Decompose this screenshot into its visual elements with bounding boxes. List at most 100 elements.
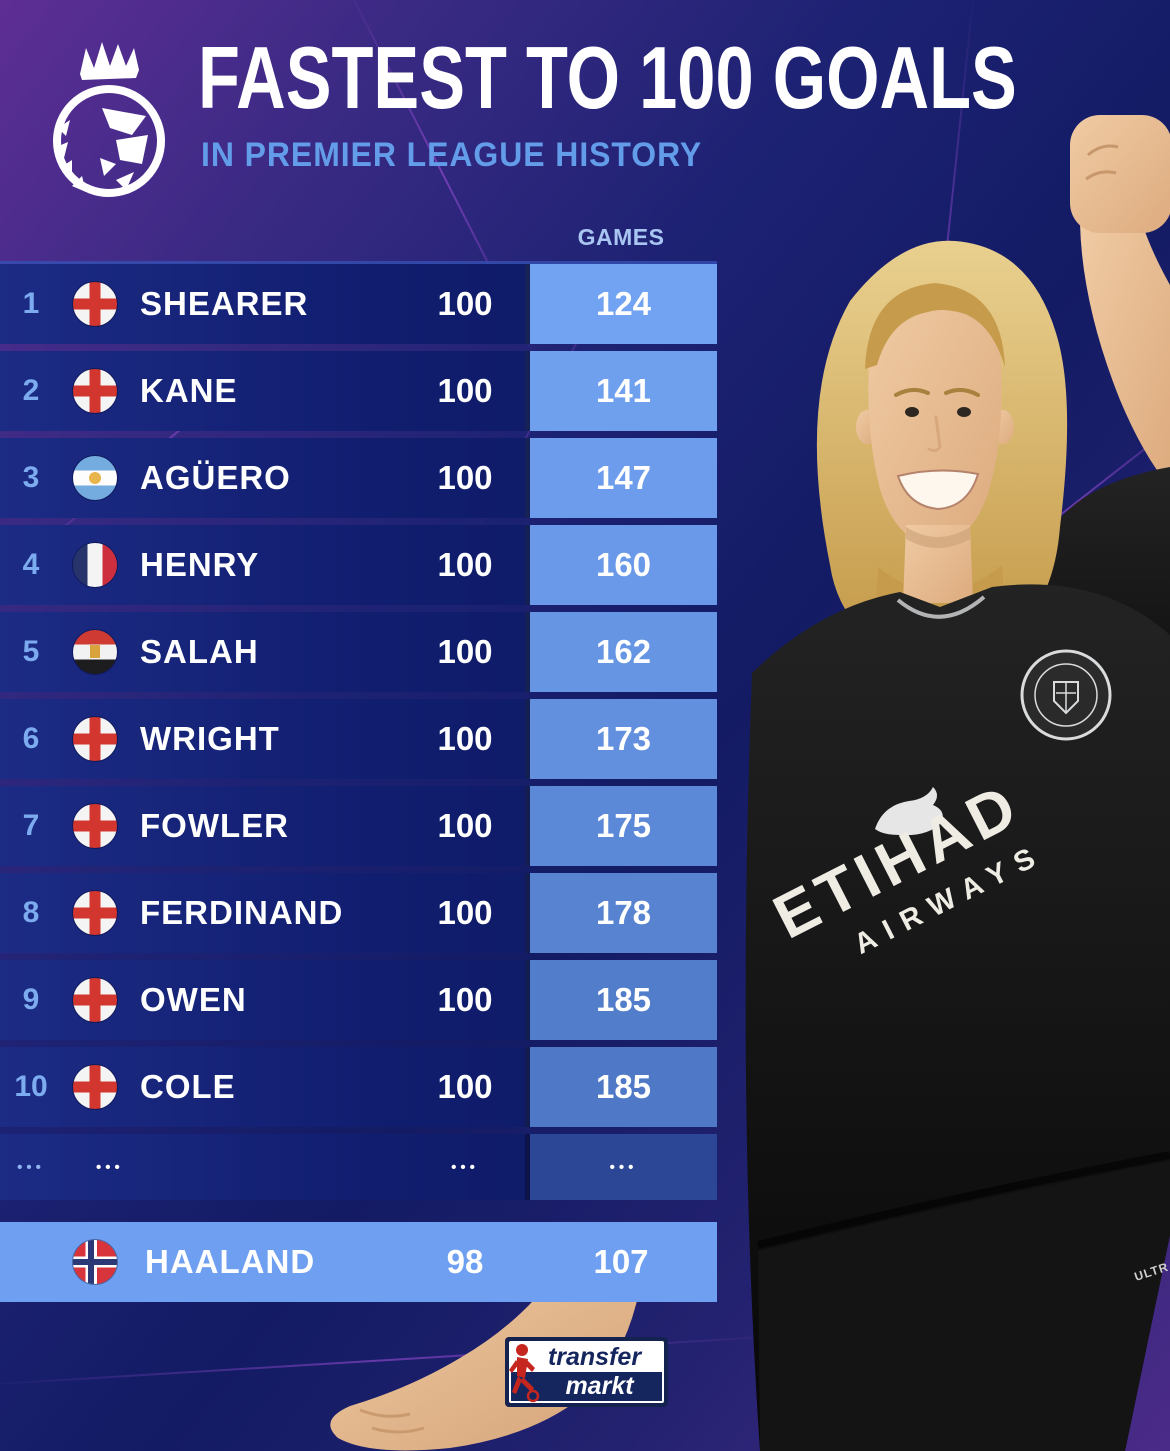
games-cell: 175	[525, 786, 717, 866]
games-cell: 124	[525, 264, 717, 344]
flag-france-icon	[73, 543, 117, 587]
manchester-city-badge-icon	[1020, 649, 1112, 741]
games-cell: 173	[525, 699, 717, 779]
page-title: FASTEST TO 100 GOALS	[198, 28, 1017, 127]
goals-value: 100	[437, 546, 493, 583]
table-row: 9 OWEN 100 185	[0, 960, 717, 1040]
table-row: 3 AGÜERO 100 147	[0, 438, 717, 518]
flag-england-icon	[73, 369, 117, 413]
rank-label: 9	[22, 983, 40, 1016]
player-name: COLE	[140, 1068, 236, 1105]
player-name: OWEN	[140, 981, 247, 1018]
games-value: 141	[595, 372, 652, 409]
player-name: HENRY	[140, 546, 260, 583]
games-value: 160	[595, 546, 652, 583]
flag-england-icon	[73, 804, 117, 848]
player-name: FERDINAND	[140, 894, 344, 931]
flag-england-icon	[73, 1065, 117, 1109]
transfermarkt-line2: markt	[511, 1372, 662, 1401]
goals-value: 100	[437, 459, 493, 496]
flag-norway-icon	[73, 1240, 117, 1284]
rank-label: 1	[22, 287, 40, 320]
flag-argentina-icon	[73, 456, 117, 500]
table-row: 10 COLE 100 185	[0, 1047, 717, 1127]
rank-label: 4	[22, 548, 40, 581]
player-name: •••	[96, 1158, 124, 1176]
games-cell: 185	[525, 1047, 717, 1127]
goals-value: 100	[437, 720, 493, 757]
games-value: 185	[595, 981, 652, 1018]
games-cell: 107	[525, 1222, 717, 1302]
player-name: KANE	[140, 372, 238, 409]
goals-value: 100	[437, 981, 493, 1018]
games-value: 173	[595, 720, 652, 757]
games-value: 107	[593, 1243, 649, 1280]
player-name: SHEARER	[140, 285, 309, 322]
goals-value: •••	[451, 1158, 479, 1176]
goals-value: 98	[446, 1243, 484, 1280]
rank-label: 7	[22, 809, 40, 842]
rank-label: 3	[22, 461, 40, 494]
goals-value: 100	[437, 894, 493, 931]
player-name: WRIGHT	[140, 720, 280, 757]
rank-label: 5	[22, 635, 40, 668]
player-name: HAALAND	[145, 1243, 316, 1280]
player-name: AGÜERO	[140, 459, 291, 496]
player-name: SALAH	[140, 633, 259, 670]
flag-england-icon	[73, 891, 117, 935]
transfermarkt-box: transfer markt	[509, 1341, 664, 1403]
raised-fist	[1070, 115, 1170, 487]
games-cell: 162	[525, 612, 717, 692]
transfermarkt-logo: transfer markt	[505, 1337, 668, 1407]
flag-egypt-icon	[73, 630, 117, 674]
games-cell: 141	[525, 351, 717, 431]
games-cell: 147	[525, 438, 717, 518]
transfermarkt-line1: transfer	[511, 1343, 662, 1372]
goals-value: 100	[437, 807, 493, 844]
rank-label: •••	[17, 1158, 45, 1176]
ranking-table: 1 SHEARER 100 124 2 KANE 100 141 3 AGÜER…	[0, 261, 717, 1302]
highlight-row: HAALAND 98 107	[0, 1222, 717, 1302]
table-row: 7 FOWLER 100 175	[0, 786, 717, 866]
games-value: •••	[609, 1158, 638, 1176]
table-row: 4 HENRY 100 160	[0, 525, 717, 605]
premier-league-lion-icon	[53, 42, 165, 197]
goals-value: 100	[437, 285, 493, 322]
rank-label: 8	[22, 896, 40, 929]
games-value: 162	[595, 633, 652, 670]
games-cell: 178	[525, 873, 717, 953]
table-row: ••• ••• ••• •••	[0, 1134, 717, 1200]
flag-england-icon	[73, 282, 117, 326]
page-subtitle: IN PREMIER LEAGUE HISTORY	[201, 136, 703, 174]
games-value: 147	[595, 459, 652, 496]
games-value: 178	[595, 894, 652, 931]
table-row: 1 SHEARER 100 124	[0, 264, 717, 344]
haaland-head	[816, 240, 1068, 658]
games-cell: •••	[525, 1134, 717, 1200]
transfermarkt-player-icon	[509, 1344, 540, 1403]
haaland-photo: ETIHAD AIRWAYS ULTR	[745, 115, 1170, 1451]
rank-label	[0, 1222, 62, 1302]
column-header-games: GAMES	[577, 224, 665, 250]
games-cell: 185	[525, 960, 717, 1040]
jersey	[745, 584, 1170, 1451]
games-value: 124	[595, 285, 652, 322]
goals-value: 100	[437, 372, 493, 409]
player-name: FOWLER	[140, 807, 289, 844]
games-value: 185	[595, 1068, 652, 1105]
games-value: 175	[595, 807, 652, 844]
games-cell: 160	[525, 525, 717, 605]
flag-england-icon	[73, 717, 117, 761]
flag-england-icon	[73, 978, 117, 1022]
puma-cat-icon	[875, 787, 943, 836]
rank-label: 2	[22, 374, 40, 407]
rank-label: 6	[22, 722, 40, 755]
goals-value: 100	[437, 1068, 493, 1105]
table-row: 2 KANE 100 141	[0, 351, 717, 431]
table-row: 5 SALAH 100 162	[0, 612, 717, 692]
table-row: 8 FERDINAND 100 178	[0, 873, 717, 953]
goals-value: 100	[437, 633, 493, 670]
table-row: 6 WRIGHT 100 173	[0, 699, 717, 779]
rank-label: 10	[14, 1070, 48, 1103]
